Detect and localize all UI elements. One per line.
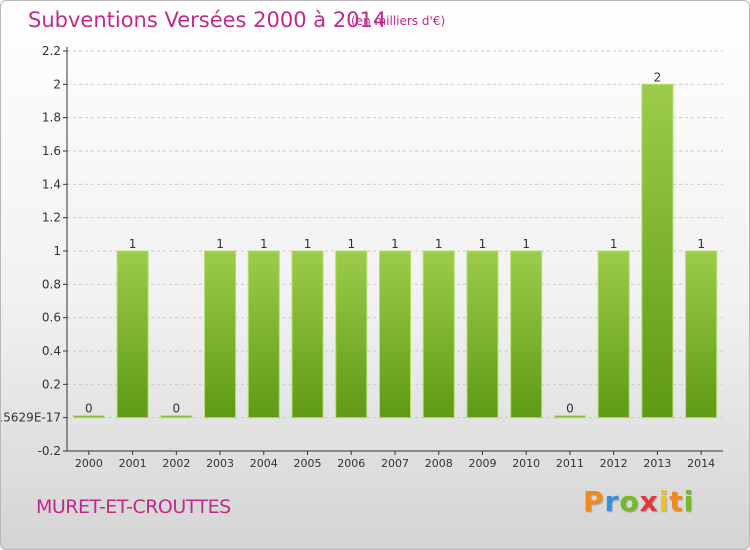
y-tick-label: 1.2 — [42, 211, 61, 225]
logo-letter: r — [604, 485, 620, 518]
bar — [204, 250, 237, 419]
x-tick-label: 2014 — [687, 457, 715, 470]
logo-letter: i — [658, 485, 670, 518]
data-label: 0 — [566, 402, 574, 416]
x-tick-label: 2000 — [75, 457, 103, 470]
x-tick-label: 2001 — [119, 457, 147, 470]
bar — [247, 250, 280, 419]
y-tick-label: -15629E-17 — [1, 411, 61, 425]
data-label: 1 — [697, 237, 705, 251]
bar — [510, 250, 543, 419]
bar — [597, 250, 630, 419]
data-label: 1 — [522, 237, 530, 251]
logo-letter: t — [669, 485, 684, 518]
y-tick-label: 1.8 — [42, 111, 61, 125]
x-tick-label: 2002 — [162, 457, 190, 470]
bar — [685, 250, 718, 419]
x-tick-label: 2006 — [337, 457, 365, 470]
y-tick-label: -0.2 — [38, 444, 61, 458]
bar — [641, 83, 674, 419]
logo-letter: i — [683, 485, 695, 518]
bar — [160, 415, 193, 419]
y-tick-label: 1 — [53, 244, 61, 258]
data-label: 0 — [173, 402, 181, 416]
bar — [72, 415, 105, 419]
data-label: 1 — [610, 237, 618, 251]
y-tick-label: 0.2 — [42, 377, 61, 391]
data-label: 0 — [85, 402, 93, 416]
y-tick-label: 2 — [53, 77, 61, 91]
bar — [553, 415, 586, 419]
bar — [116, 250, 149, 419]
y-tick-label: 0.4 — [42, 344, 61, 358]
x-tick-label: 2013 — [643, 457, 671, 470]
data-label: 1 — [391, 237, 399, 251]
bar — [291, 250, 324, 419]
bar — [466, 250, 499, 419]
x-tick-label: 2007 — [381, 457, 409, 470]
logo-letter: P — [583, 485, 605, 518]
chart-title: Subventions Versées 2000 à 2014 — [28, 8, 387, 32]
data-label: 1 — [347, 237, 355, 251]
data-label: 1 — [435, 237, 443, 251]
y-tick-label: 2.2 — [42, 44, 61, 58]
y-tick-label: 1.6 — [42, 144, 61, 158]
data-label: 1 — [304, 237, 312, 251]
y-tick-label: 1.4 — [42, 177, 61, 191]
data-label: 1 — [216, 237, 224, 251]
data-label: 1 — [129, 237, 137, 251]
x-tick-label: 2012 — [600, 457, 628, 470]
chart-unit-label: (en milliers d'€) — [351, 14, 446, 28]
data-label: 1 — [479, 237, 487, 251]
x-tick-label: 2003 — [206, 457, 234, 470]
logo-letter: o — [619, 485, 640, 518]
bar — [335, 250, 368, 419]
x-tick-label: 2008 — [425, 457, 453, 470]
bar — [422, 250, 455, 419]
x-tick-label: 2011 — [556, 457, 584, 470]
logo-letter: x — [639, 485, 659, 518]
data-label: 1 — [260, 237, 268, 251]
y-tick-label: 0.6 — [42, 311, 61, 325]
x-tick-label: 2004 — [250, 457, 278, 470]
data-label: 2 — [654, 70, 662, 84]
x-tick-label: 2005 — [294, 457, 322, 470]
proxiti-logo[interactable]: Proxiti — [583, 485, 694, 518]
y-tick-label: 0.8 — [42, 277, 61, 291]
commune-name: MURET-ET-CROUTTES — [36, 496, 231, 518]
x-tick-label: 2010 — [512, 457, 540, 470]
bar — [379, 250, 411, 419]
x-tick-label: 2009 — [468, 457, 496, 470]
